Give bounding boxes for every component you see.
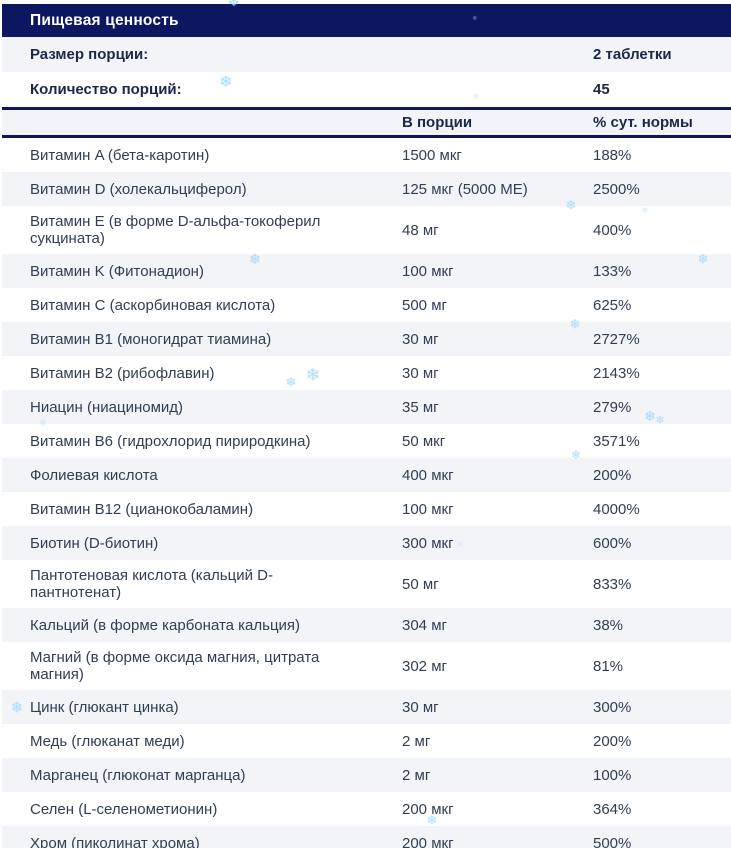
nutrient-amount: 300 мкг bbox=[402, 534, 454, 552]
nutrient-percent: 279% bbox=[593, 398, 632, 416]
nutrient-row: Фолиевая кислота 400 мкг 200% bbox=[2, 458, 731, 492]
nutrient-amount: 48 мг bbox=[402, 221, 439, 239]
nutrient-name: Витамин B2 (рибофлавин) bbox=[30, 364, 215, 382]
nutrient-amount: 30 мг bbox=[402, 698, 439, 716]
nutrient-name: Витамин A (бета-каротин) bbox=[30, 146, 210, 164]
nutrient-percent: 2727% bbox=[593, 330, 640, 348]
nutrient-amount: 304 мг bbox=[402, 616, 447, 634]
nutrient-percent: 300% bbox=[593, 698, 632, 716]
servings-count-row: Количество порций: 45 bbox=[2, 72, 731, 107]
nutrient-row: Марганец (глюконат марганца) 2 мг 100% bbox=[2, 758, 731, 792]
nutrient-row: Биотин (D-биотин) 300 мкг 600% bbox=[2, 526, 731, 560]
nutrient-percent: 600% bbox=[593, 534, 632, 552]
nutrients-table: Витамин A (бета-каротин) 1500 мкг 188% Вита… bbox=[2, 138, 731, 848]
nutrient-percent: 100% bbox=[593, 766, 632, 784]
nutrient-row: Цинк (глюкант цинка) 30 мг 300% bbox=[2, 690, 731, 724]
nutrient-percent: 364% bbox=[593, 800, 632, 818]
servings-count-label: Количество порций: bbox=[30, 81, 182, 98]
nutrient-percent: 3571% bbox=[593, 432, 640, 450]
nutrient-amount: 50 мкг bbox=[402, 432, 446, 450]
nutrient-amount: 30 мг bbox=[402, 364, 439, 382]
nutrient-row: Витамин A (бета-каротин) 1500 мкг 188% bbox=[2, 138, 731, 172]
nutrient-row: Витамин D (холекальциферол) 125 мкг (5000… bbox=[2, 172, 731, 206]
nutrient-name: Магний (в форме оксида магния, цитрата м… bbox=[30, 649, 320, 683]
nutrient-row: Хром (пиколинат хрома) 200 мкг 500% bbox=[2, 826, 731, 848]
column-header-row: В порции % сут. нормы bbox=[2, 107, 731, 138]
panel-title-bar: Пищевая ценность bbox=[2, 4, 731, 37]
nutrient-name: Витамин K (Фитонадион) bbox=[30, 262, 204, 280]
nutrient-percent: 833% bbox=[593, 575, 632, 593]
nutrient-amount: 100 мкг bbox=[402, 262, 454, 280]
nutrient-amount: 125 мкг (5000 МЕ) bbox=[402, 180, 528, 198]
nutrient-row: Медь (глюканат меди) 2 мг 200% bbox=[2, 724, 731, 758]
nutrient-name: Витамин C (аскорбиновая кислота) bbox=[30, 296, 276, 314]
nutrient-amount: 1500 мкг bbox=[402, 146, 462, 164]
nutrient-amount: 35 мг bbox=[402, 398, 439, 416]
nutrient-name: Витамин B1 (моногидрат тиамина) bbox=[30, 330, 272, 348]
nutrient-percent: 81% bbox=[593, 657, 624, 675]
nutrient-percent: 188% bbox=[593, 146, 632, 164]
nutrient-row: Пантотеновая кислота (кальций D- пантнот… bbox=[2, 560, 731, 608]
nutrient-name: Витамин B12 (цианокобаламин) bbox=[30, 500, 254, 518]
nutrient-row: Селен (L-селенометионин) 200 мкг 364% bbox=[2, 792, 731, 826]
nutrient-percent: 400% bbox=[593, 221, 632, 239]
nutrient-name: Пантотеновая кислота (кальций D- пантнот… bbox=[30, 567, 273, 601]
nutrient-row: Витамин C (аскорбиновая кислота) 500 мг 62… bbox=[2, 288, 731, 322]
nutrient-name: Кальций (в форме карбоната кальция) bbox=[30, 616, 301, 634]
serving-size-value: 2 таблетки bbox=[593, 46, 672, 63]
nutrient-name: Витамин B6 (гидрохлорид пириродкина) bbox=[30, 432, 311, 450]
nutrient-amount: 200 мкг bbox=[402, 800, 454, 818]
nutrient-percent: 2143% bbox=[593, 364, 640, 382]
nutrient-row: Витамин K (Фитонадион) 100 мкг 133% bbox=[2, 254, 731, 288]
nutrient-name: Селен (L-селенометионин) bbox=[30, 800, 218, 818]
nutrient-row: Витамин B6 (гидрохлорид пириродкина) 50 м… bbox=[2, 424, 731, 458]
nutrient-amount: 400 мкг bbox=[402, 466, 454, 484]
column-header-amount: В порции bbox=[402, 114, 473, 131]
nutrient-amount: 30 мг bbox=[402, 330, 439, 348]
nutrient-row: Витамин B2 (рибофлавин) 30 мг 2143% bbox=[2, 356, 731, 390]
nutrient-amount: 200 мкг bbox=[402, 834, 454, 848]
nutrient-percent: 4000% bbox=[593, 500, 640, 518]
nutrient-name: Витамин D (холекальциферол) bbox=[30, 180, 247, 198]
nutrient-name: Медь (глюканат меди) bbox=[30, 732, 185, 750]
nutrient-row: Витамин B12 (цианокобаламин) 100 мкг 4000% bbox=[2, 492, 731, 526]
nutrient-name: Ниацин (ниациномид) bbox=[30, 398, 184, 416]
nutrient-amount: 50 мг bbox=[402, 575, 439, 593]
nutrition-facts-panel: Пищевая ценность Размер порции: 2 таблет… bbox=[2, 4, 731, 848]
serving-size-row: Размер порции: 2 таблетки bbox=[2, 37, 731, 72]
nutrient-percent: 38% bbox=[593, 616, 624, 634]
nutrient-percent: 2500% bbox=[593, 180, 640, 198]
nutrient-name: Марганец (глюконат марганца) bbox=[30, 766, 246, 784]
nutrient-row: Кальций (в форме карбоната кальция) 304 м… bbox=[2, 608, 731, 642]
nutrient-amount: 2 мг bbox=[402, 732, 431, 750]
nutrient-amount: 100 мкг bbox=[402, 500, 454, 518]
nutrient-name: Цинк (глюкант цинка) bbox=[30, 698, 179, 716]
nutrient-name: Витамин E (в форме D-альфа-токоферил сук… bbox=[30, 213, 321, 247]
nutrient-row: Магний (в форме оксида магния, цитрата м… bbox=[2, 642, 731, 690]
nutrient-percent: 625% bbox=[593, 296, 632, 314]
nutrient-percent: 500% bbox=[593, 834, 632, 848]
nutrient-row: Витамин E (в форме D-альфа-токоферил сук… bbox=[2, 206, 731, 254]
nutrient-row: Витамин B1 (моногидрат тиамина) 30 мг 2727… bbox=[2, 322, 731, 356]
servings-count-value: 45 bbox=[593, 81, 610, 98]
column-header-percent: % сут. нормы bbox=[593, 114, 693, 131]
nutrient-percent: 200% bbox=[593, 732, 632, 750]
nutrient-amount: 500 мг bbox=[402, 296, 447, 314]
nutrient-amount: 302 мг bbox=[402, 657, 447, 675]
serving-size-label: Размер порции: bbox=[30, 46, 149, 63]
nutrient-row: Ниацин (ниациномид) 35 мг 279% bbox=[2, 390, 731, 424]
nutrient-percent: 133% bbox=[593, 262, 632, 280]
nutrient-name: Хром (пиколинат хрома) bbox=[30, 834, 200, 848]
nutrient-name: Фолиевая кислота bbox=[30, 466, 158, 484]
nutrient-name: Биотин (D-биотин) bbox=[30, 534, 159, 552]
nutrient-percent: 200% bbox=[593, 466, 632, 484]
panel-title: Пищевая ценность bbox=[30, 11, 179, 29]
nutrient-amount: 2 мг bbox=[402, 766, 431, 784]
